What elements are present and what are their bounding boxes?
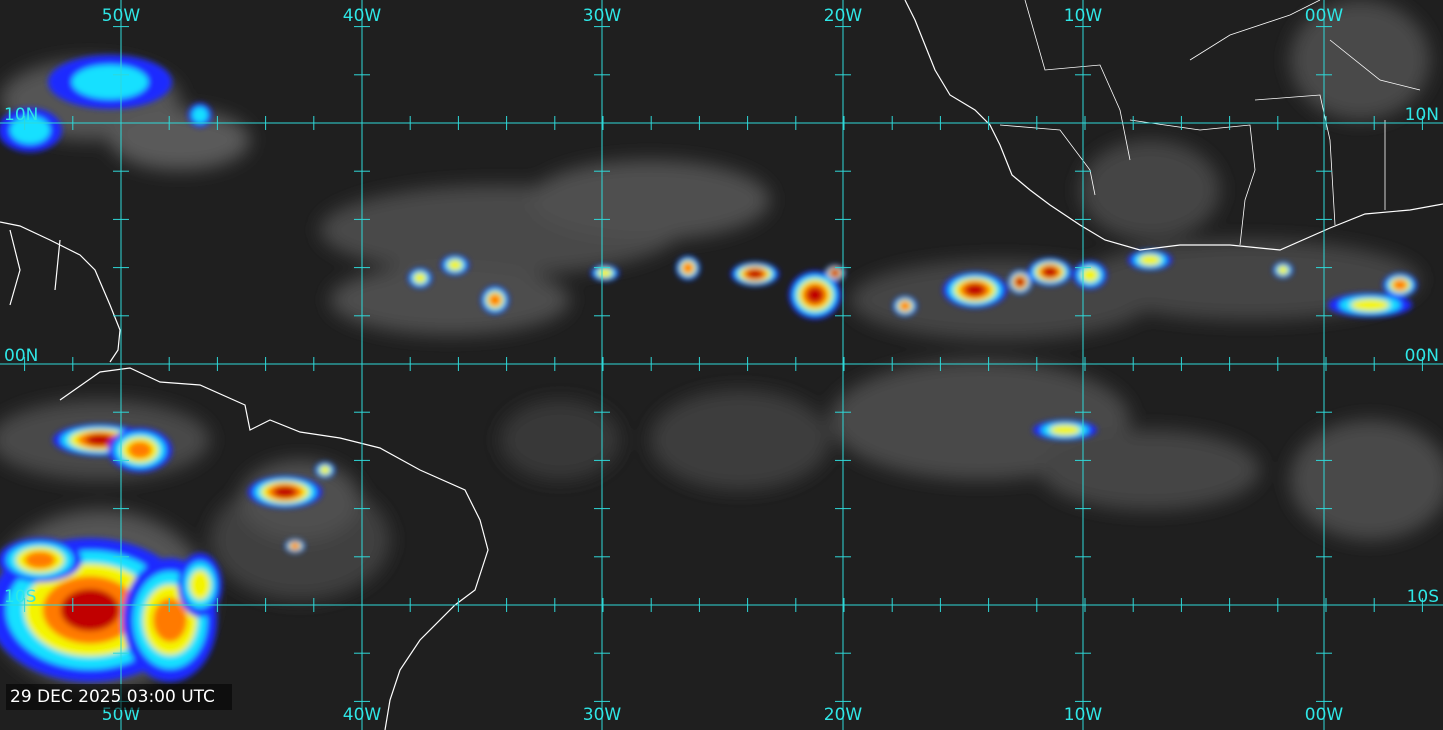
longitude-label: 50W [102, 6, 141, 26]
convective-cell [830, 269, 840, 277]
longitude-label: 10W [1064, 6, 1103, 26]
convective-cell [273, 486, 297, 498]
latitude-label: 10S [1407, 587, 1439, 607]
convective-cell [128, 441, 152, 459]
convective-cell [1015, 277, 1025, 287]
latitude-label: 00N [4, 346, 38, 366]
convective-cell [1393, 279, 1407, 291]
border-guiana [9, 229, 61, 306]
convective-cell [747, 269, 763, 279]
convective-cell [192, 107, 208, 123]
latitude-label: 10N [1405, 105, 1439, 125]
longitude-label: 00W [1305, 705, 1344, 725]
timestamp-backdrop [6, 684, 232, 710]
longitude-label: 10W [1064, 705, 1103, 725]
convection-layer [0, 55, 1417, 682]
cloud [530, 160, 770, 240]
latitude-label: 00N [1405, 346, 1439, 366]
convective-cell [1350, 298, 1390, 312]
convective-cell [24, 551, 56, 569]
convective-cell [60, 588, 120, 632]
convective-cell [597, 268, 613, 278]
convective-cell [1139, 254, 1161, 266]
cloud [110, 110, 250, 170]
cloud [330, 265, 570, 335]
latitude-label: 10S [4, 587, 36, 607]
cloud [1290, 420, 1443, 540]
longitude-label: 30W [583, 6, 622, 26]
convective-cell [153, 598, 187, 642]
longitude-label: 20W [824, 705, 863, 725]
latitude-label: 10N [4, 105, 38, 125]
convective-cell [447, 259, 463, 271]
coast-south-america-north [0, 221, 121, 363]
convective-cell [1050, 424, 1080, 436]
border-africa [999, 0, 1421, 246]
convective-cell [189, 570, 211, 600]
cloud [1040, 430, 1260, 510]
longitude-label: 30W [583, 705, 622, 725]
convective-cell [413, 272, 427, 284]
cloud [650, 390, 830, 490]
convective-cell [290, 542, 300, 550]
longitude-label: 20W [824, 6, 863, 26]
convective-cell [85, 434, 115, 446]
coast-africa [904, 0, 1443, 251]
convective-cell [806, 287, 824, 303]
convective-cell [1042, 266, 1058, 278]
convective-cell [489, 294, 501, 306]
convective-cell [964, 283, 986, 297]
longitude-label: 00W [1305, 6, 1344, 26]
cloud [1290, 0, 1430, 120]
cloud [500, 400, 620, 480]
convective-cell [319, 465, 331, 475]
longitude-label: 40W [343, 705, 382, 725]
timestamp: 29 DEC 2025 03:00 UTC [10, 687, 215, 707]
convective-cell [682, 262, 694, 274]
convective-cell [1277, 265, 1289, 275]
convective-cell [72, 65, 148, 99]
coast-brazil [59, 367, 489, 730]
cloud [1080, 140, 1220, 240]
convective-cell [1081, 267, 1099, 283]
longitude-label: 40W [343, 6, 382, 26]
convective-cell [899, 301, 911, 311]
